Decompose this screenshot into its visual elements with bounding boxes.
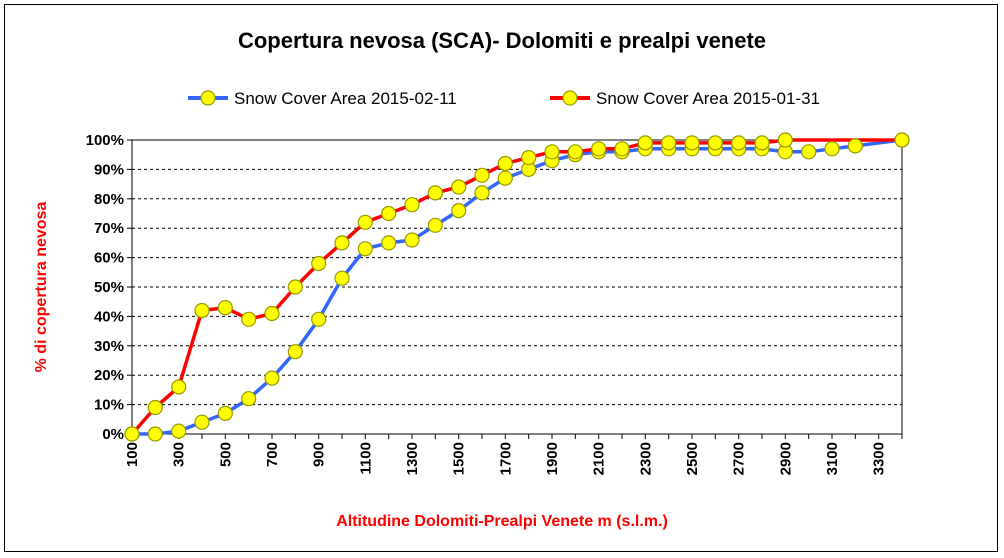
chart-title: Copertura nevosa (SCA)- Dolomiti e preal…	[238, 28, 766, 53]
data-point-series-2	[591, 141, 607, 157]
data-point-series-1	[287, 344, 303, 360]
y-tick-label: 70%	[94, 220, 124, 237]
x-tick-label: 2500	[684, 442, 701, 475]
x-tick-label: 2100	[591, 442, 608, 475]
data-point-series-2	[544, 144, 560, 160]
data-point-series-1	[311, 311, 327, 327]
data-point-series-2	[171, 379, 187, 395]
data-point-series-2	[451, 179, 467, 195]
data-point-series-1	[264, 370, 280, 386]
data-point-series-2	[567, 144, 583, 160]
data-point-series-2	[684, 135, 700, 151]
x-tick-label: 100	[124, 442, 141, 467]
data-point-series-2	[637, 135, 653, 151]
data-point-series-2	[147, 399, 163, 416]
gridlines	[132, 168, 902, 406]
x-tick-label: 300	[171, 442, 188, 467]
data-point-series-1	[217, 405, 233, 421]
data-point-series-2	[287, 279, 303, 295]
data-point-series-1	[381, 235, 397, 251]
data-point-series-2	[124, 426, 140, 442]
x-axis: 100 300 500 700 900 1100 1300 1500 1700 1900 2100 2…	[124, 434, 903, 475]
x-tick-label: 900	[311, 442, 328, 467]
y-tick-label: 20%	[94, 367, 124, 384]
data-point-series-1	[474, 185, 490, 201]
y-tick-label: 60%	[94, 250, 124, 267]
y-tick-label: 40%	[94, 308, 124, 325]
legend-label-series-2: Snow Cover Area 2015-01-31	[596, 89, 820, 108]
data-point-series-2	[311, 255, 327, 272]
x-tick-label: 1100	[357, 442, 374, 475]
x-tick-label: 500	[217, 442, 234, 467]
data-point-series-2	[264, 305, 280, 322]
y-tick-label: 30%	[94, 338, 124, 355]
y-tick-label: 90%	[94, 161, 124, 178]
data-point-series-2	[614, 141, 630, 157]
data-point-series-1	[194, 414, 210, 430]
x-tick-label: 3300	[871, 442, 888, 475]
x-tick-label: 2300	[637, 442, 654, 475]
data-point-series-2	[707, 135, 723, 151]
x-tick-label: 1500	[451, 442, 468, 475]
x-tick-label: 2900	[777, 442, 794, 475]
data-point-series-1	[147, 426, 163, 442]
data-point-series-1	[171, 423, 187, 439]
y-axis: 0% 10% 20% 30% 40% 50% 60% 70% 80% 90% 100%	[86, 132, 132, 443]
x-tick-label: 1900	[544, 442, 561, 475]
data-point-series-1	[824, 141, 840, 157]
series-markers	[124, 132, 910, 442]
data-point-series-2	[357, 214, 373, 230]
data-point-series-1	[497, 170, 513, 186]
data-point-series-1	[334, 270, 350, 286]
data-point-series-2	[427, 185, 443, 201]
data-point-series-2	[404, 197, 420, 213]
data-point-series-2	[334, 235, 350, 251]
data-point-series-2	[381, 205, 397, 222]
y-tick-label: 100%	[86, 132, 124, 149]
legend-label-series-1: Snow Cover Area 2015-02-11	[234, 89, 457, 108]
data-point-series-1	[404, 232, 420, 248]
y-tick-label: 10%	[94, 397, 124, 414]
data-point-series-1	[801, 144, 817, 160]
data-point-series-2	[777, 132, 793, 148]
legend-marker-series-1	[200, 90, 216, 106]
data-point-series-1	[427, 217, 443, 233]
legend: Snow Cover Area 2015-02-11 Snow Cover Ar…	[188, 89, 820, 108]
data-point-series-2	[731, 135, 747, 151]
data-point-series-2	[894, 132, 910, 148]
x-tick-label: 700	[264, 442, 281, 467]
y-tick-label: 0%	[102, 426, 124, 443]
data-point-series-1	[357, 241, 373, 257]
x-tick-label: 1700	[497, 442, 514, 475]
data-point-series-2	[217, 300, 233, 316]
y-tick-label: 50%	[94, 279, 124, 296]
data-point-series-2	[521, 150, 537, 166]
x-tick-label: 3100	[824, 442, 841, 475]
data-point-series-2	[241, 311, 257, 327]
data-point-series-1	[451, 203, 467, 219]
data-point-series-2	[497, 155, 513, 172]
y-axis-label: % di copertura nevosa	[33, 202, 50, 373]
y-tick-label: 80%	[94, 191, 124, 208]
data-point-series-2	[754, 135, 770, 151]
legend-marker-series-2	[562, 90, 578, 106]
x-tick-label: 1300	[404, 442, 421, 475]
data-point-series-2	[194, 302, 210, 319]
x-axis-label: Altitudine Dolomiti-Prealpi Venete m (s.…	[336, 513, 668, 530]
chart-frame	[4, 4, 998, 552]
x-tick-label: 2700	[731, 442, 748, 475]
data-point-series-2	[661, 135, 677, 151]
data-point-series-1	[847, 138, 863, 154]
data-point-series-1	[241, 391, 257, 407]
data-point-series-2	[474, 167, 490, 183]
